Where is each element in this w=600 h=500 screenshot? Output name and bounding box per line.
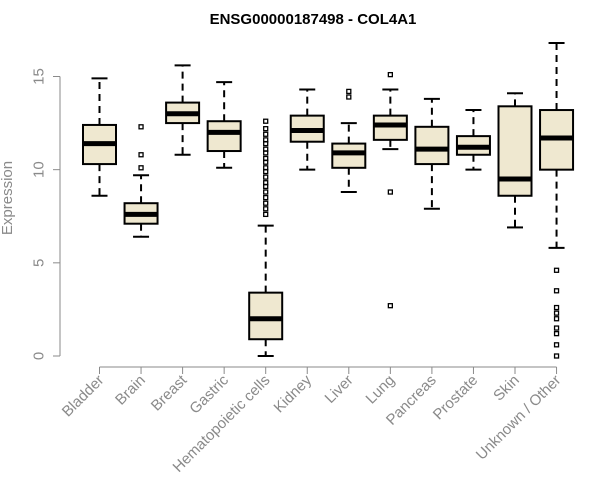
outlier-point — [263, 131, 269, 137]
outlier-point — [138, 152, 144, 158]
box-group — [539, 41, 575, 359]
outlier-point — [553, 316, 560, 322]
box-group — [289, 88, 325, 171]
plot-area — [82, 41, 575, 359]
outlier-point — [346, 94, 352, 100]
box-group — [206, 81, 242, 169]
x-tick-label: Breast — [148, 371, 191, 414]
box-group — [165, 64, 201, 156]
outlier-point — [553, 288, 560, 294]
outlier-point — [553, 342, 560, 348]
outlier-point — [553, 267, 560, 273]
outlier-point — [263, 118, 269, 124]
box-group — [123, 124, 159, 238]
outlier-point — [553, 310, 560, 316]
outlier-point — [387, 303, 394, 309]
outlier-point — [263, 174, 269, 180]
box-iqr — [206, 120, 242, 153]
box-iqr — [414, 125, 450, 166]
outlier-point — [553, 325, 560, 331]
outlier-point — [553, 330, 560, 337]
outlier-point — [263, 189, 269, 195]
outlier-point — [553, 304, 560, 311]
x-tick-label: Kidney — [271, 371, 316, 416]
y-tick-label: 15 — [30, 68, 47, 85]
box-group — [455, 109, 491, 171]
box-group — [331, 88, 367, 194]
box-iqr — [331, 142, 367, 169]
outlier-point — [387, 189, 394, 195]
x-tick-label: Lung — [363, 372, 399, 408]
chart-title: ENSG00000187498 - COL4A1 — [210, 11, 417, 28]
outlier-point — [263, 165, 269, 171]
outlier-point — [263, 211, 269, 218]
box-group — [248, 118, 284, 357]
y-tick-label: 5 — [30, 259, 47, 267]
outlier-point — [553, 353, 560, 359]
box-iqr — [248, 291, 284, 341]
box-iqr — [372, 114, 408, 141]
y-tick-label: 10 — [30, 161, 47, 178]
outlier-point — [263, 126, 269, 132]
box-group — [414, 97, 450, 210]
y-tick-label: 0 — [30, 352, 47, 360]
x-tick-label: Skin — [490, 372, 523, 405]
box-iqr — [497, 105, 533, 197]
outlier-point — [263, 155, 269, 162]
box-group — [372, 71, 408, 309]
y-axis-label: Expression — [0, 161, 16, 235]
outlier-point — [263, 137, 269, 143]
outlier-point — [138, 124, 144, 130]
box-group — [497, 92, 533, 229]
outlier-point — [263, 180, 269, 186]
outlier-point — [263, 200, 269, 206]
outlier-point — [263, 206, 269, 212]
box-group — [82, 77, 117, 197]
x-tick-label: Prostate — [430, 372, 482, 424]
x-tick-label: Brain — [112, 372, 149, 409]
outlier-point — [263, 194, 269, 201]
outlier-point — [387, 71, 394, 78]
outlier-point — [263, 146, 269, 152]
outlier-point — [346, 88, 352, 95]
outlier-point — [138, 165, 144, 171]
x-tick-label: Liver — [322, 372, 357, 407]
x-tick-label: Bladder — [59, 372, 108, 421]
